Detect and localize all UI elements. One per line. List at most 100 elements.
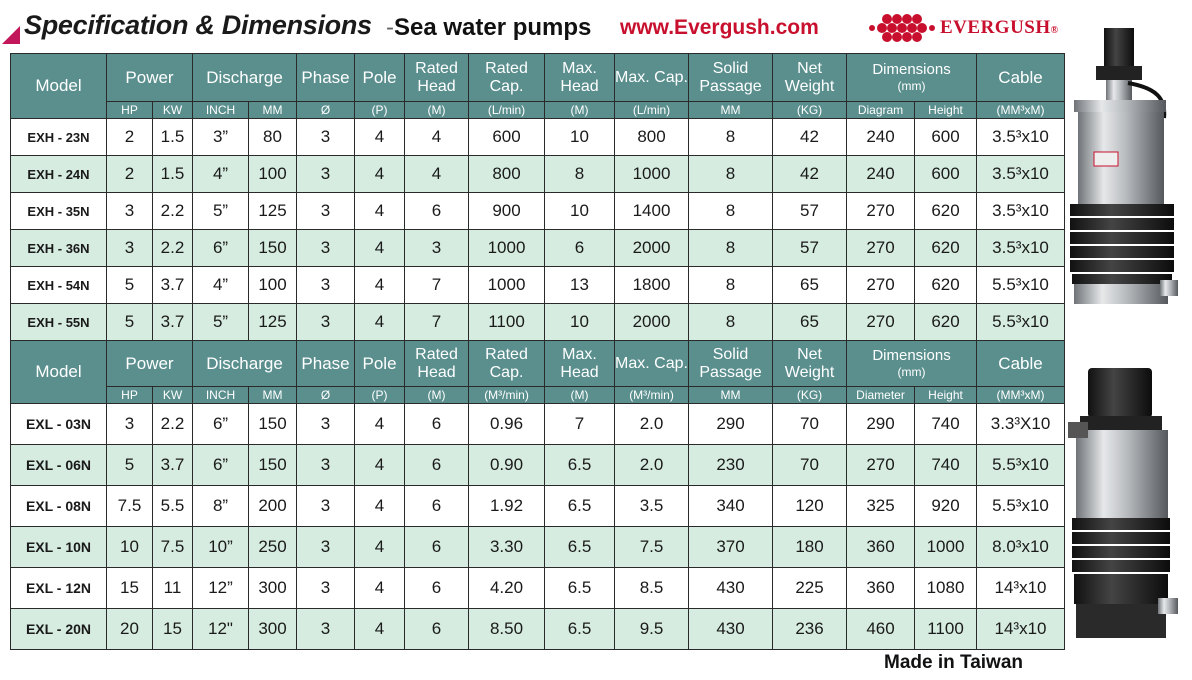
page-subtitle: -Sea water pumps [386,14,592,41]
phase-cell: 3 [296,608,356,650]
pole-cell: 4 [354,567,406,609]
dim2-cell: 620 [914,303,978,341]
hp-cell: 20 [106,608,153,650]
unit-dim2: Height [914,386,978,404]
evergush-logo-icon [869,14,935,42]
pole-cell: 4 [354,403,406,445]
cable-cell: 8.0³x10 [976,526,1066,568]
dim2-cell: 1000 [914,526,978,568]
header-phase: Phase [296,340,356,387]
header-pole: Pole [354,340,406,387]
website-link[interactable]: www.Evergush.com [620,16,819,39]
rated-cap-cell: 1100 [468,303,546,341]
header-net-weight: Net Weight [772,340,848,387]
table-row: EXH - 54N 5 3.7 4” 100 3 4 7 1000 13 180… [10,266,1066,304]
phase-cell: 3 [296,229,356,267]
max-head-cell: 10 [544,303,616,341]
triangle-marker-icon [2,26,20,44]
max-cap-cell: 7.5 [614,526,690,568]
rated-cap-cell: 1000 [468,266,546,304]
dim2-cell: 1100 [914,608,978,650]
cable-cell: 3.3³X10 [976,403,1066,445]
header-discharge: Discharge [191,53,298,102]
unit-inch: INCH [192,101,249,119]
weight-cell: 225 [772,567,848,609]
cable-cell: 14³x10 [976,567,1066,609]
table-row: EXH - 35N 3 2.2 5” 125 3 4 6 900 10 1400… [10,192,1066,230]
dim1-cell: 270 [846,266,916,304]
dim2-cell: 600 [914,118,978,156]
rated-cap-cell: 900 [468,192,546,230]
dim2-cell: 1080 [914,567,978,609]
rated-head-cell: 7 [404,303,470,341]
dim1-cell: 270 [846,192,916,230]
mm-cell: 80 [247,118,298,156]
dim2-cell: 920 [914,485,978,527]
weight-cell: 70 [772,444,848,486]
solid-cell: 290 [688,403,774,445]
hp-cell: 3 [106,403,153,445]
kw-cell: 5.5 [152,485,193,527]
weight-cell: 57 [772,192,848,230]
kw-cell: 7.5 [152,526,193,568]
rated-head-cell: 6 [404,608,470,650]
solid-cell: 8 [688,266,774,304]
unit-rated-head: (M) [404,101,470,119]
weight-cell: 42 [772,118,848,156]
pole-cell: 4 [354,303,406,341]
unit-kw: KW [152,386,193,404]
cable-cell: 5.5³x10 [976,303,1066,341]
unit-kw: KW [152,101,193,119]
phase-cell: 3 [296,526,356,568]
table-row: EXL - 08N 7.5 5.5 8” 200 3 4 6 1.92 6.5 … [10,485,1066,527]
hp-cell: 7.5 [106,485,153,527]
cable-cell: 14³x10 [976,608,1066,650]
mm-cell: 100 [247,266,298,304]
kw-cell: 3.7 [152,303,193,341]
phase-cell: 3 [296,266,356,304]
hp-cell: 2 [106,118,153,156]
max-cap-cell: 800 [614,118,690,156]
rated-head-cell: 6 [404,444,470,486]
hp-cell: 2 [106,155,153,193]
mm-cell: 300 [247,567,298,609]
rated-head-cell: 4 [404,118,470,156]
model-cell: EXL - 12N [10,567,107,609]
phase-cell: 3 [296,485,356,527]
max-head-cell: 6.5 [544,567,616,609]
cable-cell: 5.5³x10 [976,444,1066,486]
unit-hp: HP [106,386,153,404]
unit-dim2: Height [914,101,978,119]
header-model: Model [10,53,107,119]
rated-cap-cell: 3.30 [468,526,546,568]
unit-solid: MM [688,386,774,404]
max-head-cell: 13 [544,266,616,304]
inch-cell: 5” [192,303,249,341]
pole-cell: 4 [354,118,406,156]
rated-head-cell: 6 [404,485,470,527]
model-cell: EXL - 10N [10,526,107,568]
dim1-cell: 240 [846,118,916,156]
cable-cell: 5.5³x10 [976,485,1066,527]
hp-cell: 3 [106,229,153,267]
header-solid-passage: Solid Passage [688,340,774,387]
header-rated-head: Rated Head [404,340,470,387]
rated-head-cell: 7 [404,266,470,304]
mm-cell: 200 [247,485,298,527]
table-row: EXL - 12N 15 11 12” 300 3 4 6 4.20 6.5 8… [10,567,1066,609]
unit-pole: (P) [354,101,406,119]
rated-cap-cell: 4.20 [468,567,546,609]
weight-cell: 70 [772,403,848,445]
model-cell: EXL - 08N [10,485,107,527]
max-cap-cell: 3.5 [614,485,690,527]
table-row: EXL - 03N 3 2.2 6” 150 3 4 6 0.96 7 2.0 … [10,403,1066,445]
inch-cell: 3” [192,118,249,156]
table-row: EXH - 36N 3 2.2 6” 150 3 4 3 1000 6 2000… [10,229,1066,267]
rated-cap-cell: 600 [468,118,546,156]
rated-cap-cell: 1.92 [468,485,546,527]
weight-cell: 57 [772,229,848,267]
mm-cell: 150 [247,229,298,267]
pole-cell: 4 [354,155,406,193]
header-cable: Cable [976,53,1066,102]
made-in-taiwan-label: Made in Taiwan [884,652,1024,673]
